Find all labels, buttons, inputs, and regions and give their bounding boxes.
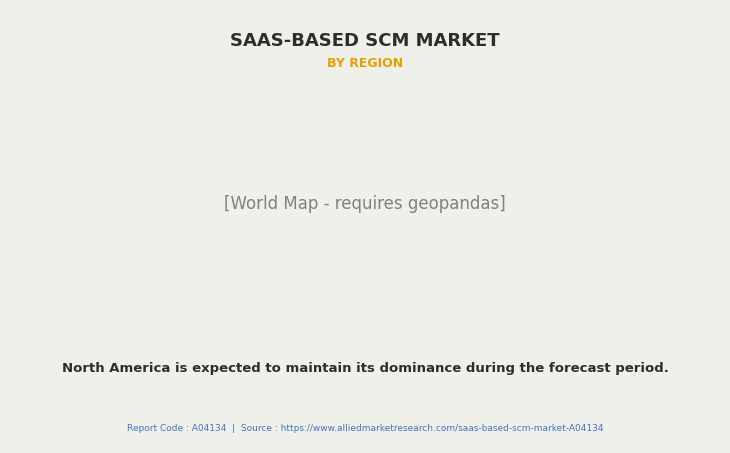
Text: [World Map - requires geopandas]: [World Map - requires geopandas] [224, 195, 506, 213]
Text: North America is expected to maintain its dominance during the forecast period.: North America is expected to maintain it… [61, 362, 669, 376]
Text: SAAS-BASED SCM MARKET: SAAS-BASED SCM MARKET [230, 32, 500, 50]
Text: Report Code : A04134  |  Source : https://www.alliedmarketresearch.com/saas-base: Report Code : A04134 | Source : https://… [127, 424, 603, 433]
Text: BY REGION: BY REGION [327, 57, 403, 70]
